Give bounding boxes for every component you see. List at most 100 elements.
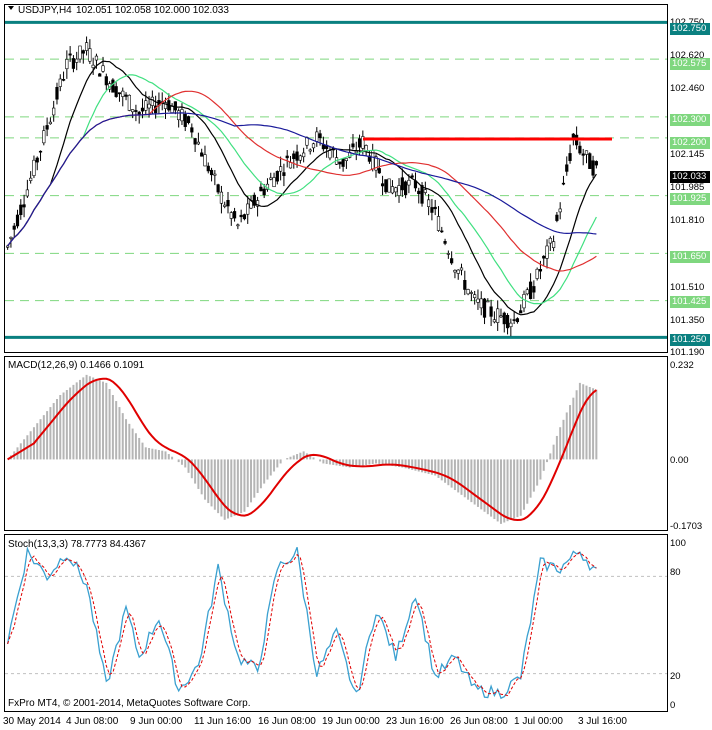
candle-body <box>186 116 191 123</box>
candle-body <box>206 165 210 172</box>
macd-panel-frame <box>4 356 668 531</box>
macd-signal-line <box>7 377 598 522</box>
candle-body <box>591 160 595 176</box>
price-tick: 101.510 <box>670 282 705 293</box>
candle-body <box>124 94 128 97</box>
candle-body <box>58 78 62 87</box>
candle-body <box>561 182 566 185</box>
candle-body <box>140 107 145 112</box>
stoch-signal-line <box>7 551 597 697</box>
candle-body <box>410 175 414 178</box>
candle-body <box>341 158 345 167</box>
candle-body <box>275 171 279 182</box>
macd-tick: -0.1703 <box>670 521 703 532</box>
symbol-label: USDJPY,H4 <box>18 5 72 16</box>
candle-body <box>219 191 224 204</box>
candle-body <box>456 269 460 274</box>
candle-body <box>170 106 174 113</box>
candle-body <box>502 312 506 325</box>
candle-body <box>246 203 250 215</box>
candle-body <box>282 172 286 176</box>
candle-body <box>232 211 237 219</box>
candle-body <box>505 315 510 329</box>
price-tick: 101.810 <box>670 215 705 226</box>
candle-body <box>417 190 421 195</box>
candle-body <box>479 298 483 309</box>
candle-body <box>71 58 76 69</box>
candle-body <box>302 152 306 158</box>
time-tick: 19 Jun 00:00 <box>322 716 380 727</box>
candle-body <box>88 48 92 62</box>
level-tag-101925: 101.925 <box>670 193 710 205</box>
candle-body <box>463 279 467 290</box>
candle-body <box>19 204 23 216</box>
symbol-menu-icon[interactable] <box>8 6 14 10</box>
candle-body <box>216 184 220 193</box>
candle-body <box>42 130 46 144</box>
candle-body <box>252 194 256 206</box>
candle-body <box>177 110 181 121</box>
time-tick: 1 Jul 00:00 <box>514 716 563 727</box>
candle-body <box>522 294 526 309</box>
candle-body <box>68 53 72 56</box>
candle-body <box>200 152 204 157</box>
candle-body <box>295 151 299 161</box>
candle-body <box>384 179 388 193</box>
macd-tick: 0.232 <box>670 360 694 371</box>
stoch-plot <box>5 546 667 700</box>
candle-body <box>22 204 26 208</box>
candle-body <box>450 258 454 264</box>
candle-body <box>183 114 187 127</box>
candle-body <box>242 214 247 220</box>
time-tick: 11 Jun 16:00 <box>194 716 252 727</box>
candle-body <box>558 208 562 213</box>
price-tick: 102.460 <box>670 83 705 94</box>
price-panel-frame <box>4 4 668 353</box>
time-tick: 9 Jun 00:00 <box>130 716 183 727</box>
level-tag-101425: 101.425 <box>670 296 710 308</box>
candle-body <box>137 111 141 115</box>
candle-body <box>104 76 108 86</box>
level-tag-102750: 102.750 <box>670 23 710 35</box>
candle-body <box>288 162 293 169</box>
candle-body <box>144 100 148 111</box>
level-tag-102575: 102.575 <box>670 58 710 70</box>
candle-body <box>163 102 168 109</box>
candle-body <box>173 101 177 111</box>
candle-body <box>308 149 312 152</box>
candle-body <box>279 166 283 172</box>
candle-body <box>380 183 385 187</box>
candle-body <box>354 150 358 154</box>
candle-body <box>127 94 131 111</box>
candle-body <box>321 144 325 150</box>
candle-body <box>318 133 322 139</box>
stoch-tick: 0 <box>670 700 676 711</box>
stoch-tick: 100 <box>670 538 686 549</box>
candle-body <box>48 121 52 125</box>
candle-body <box>298 155 302 161</box>
candle-body <box>78 45 82 60</box>
candle-body <box>440 230 444 233</box>
candle-body <box>364 145 368 152</box>
candle-body <box>328 150 332 159</box>
candle-body <box>131 109 135 113</box>
candle-body <box>482 298 487 318</box>
candle-body <box>538 269 543 272</box>
price-tick: 102.145 <box>670 149 705 160</box>
candle-body <box>25 189 29 197</box>
candle-body <box>535 268 539 279</box>
macd-tick: 0.00 <box>670 455 689 466</box>
level-tag-102300: 102.300 <box>670 114 710 126</box>
candle-body <box>555 214 559 221</box>
time-tick: 3 Jul 16:00 <box>578 716 627 727</box>
candle-body <box>223 204 227 207</box>
candle-body <box>147 103 151 109</box>
candle-body <box>420 185 424 204</box>
candle-body <box>114 86 118 97</box>
candle-body <box>357 138 362 148</box>
candle-body <box>443 241 447 244</box>
candle-body <box>525 289 529 295</box>
macd-plot <box>7 374 598 524</box>
candle-body <box>213 173 217 176</box>
